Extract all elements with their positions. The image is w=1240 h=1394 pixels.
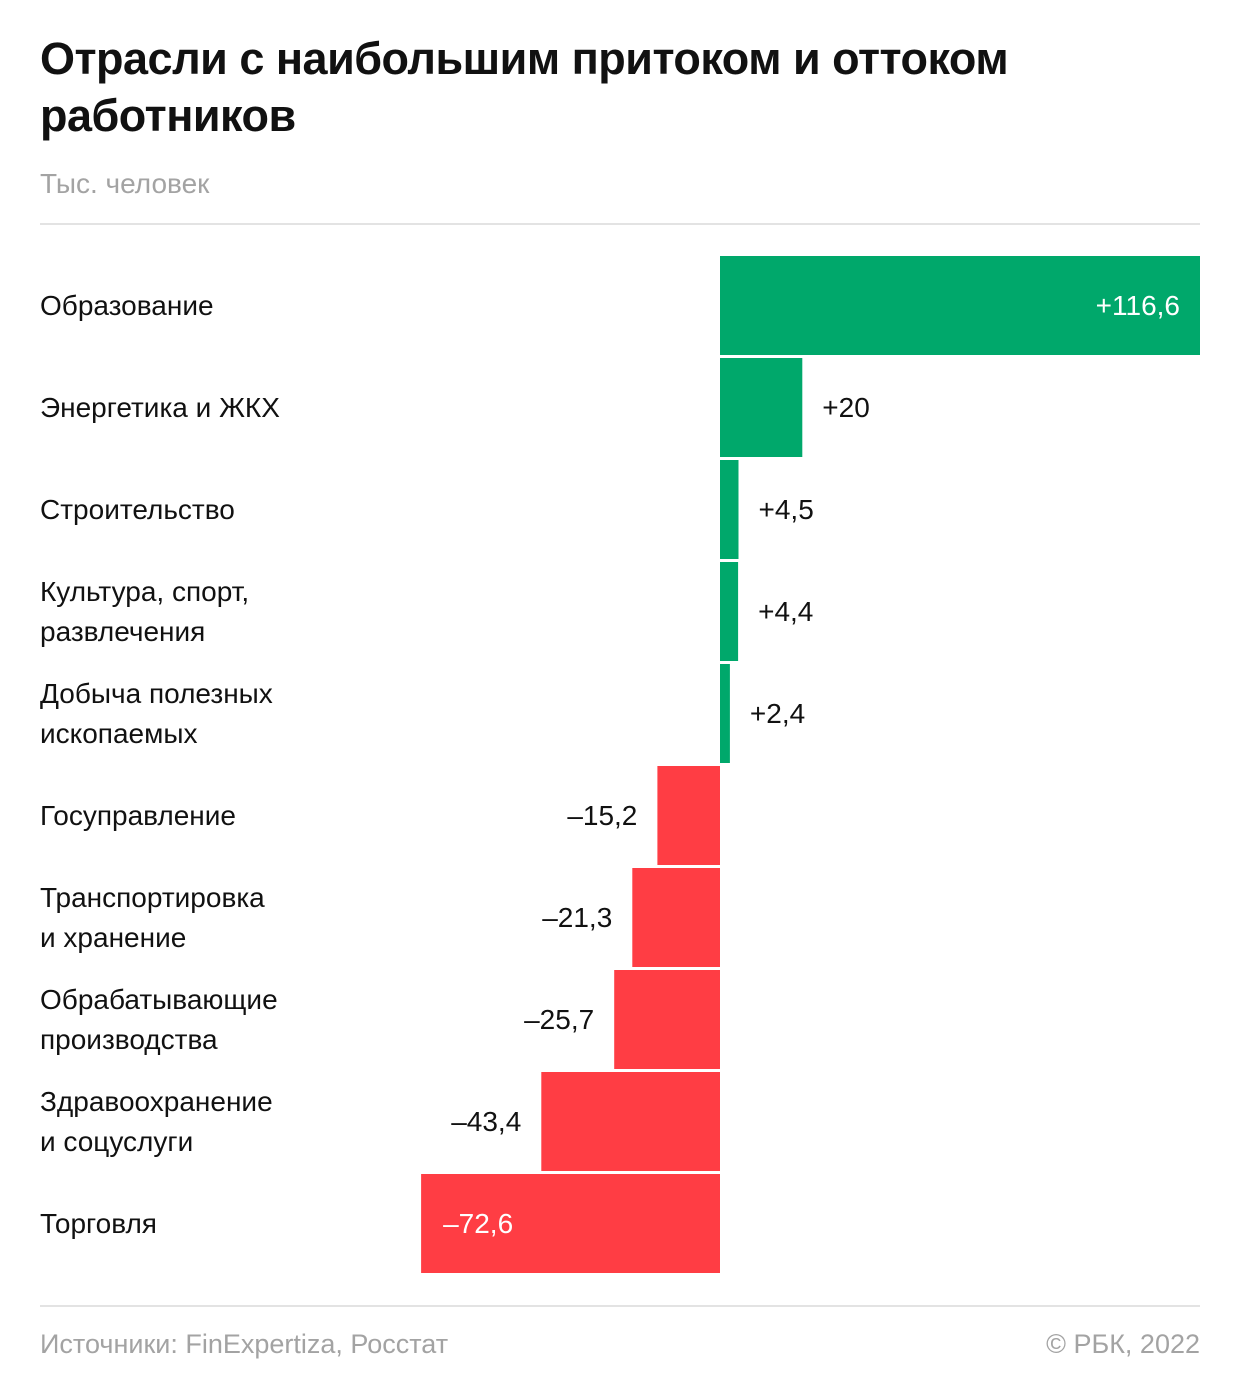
chart-title: Отрасли с наибольшим притоком и оттоком … [40,33,1009,141]
value-label-8: –25,7 [524,1004,594,1035]
category-label-10: Торговля [40,1208,157,1239]
value-label-1: +116,6 [1096,290,1180,321]
bar-7 [632,868,720,967]
bar-10 [421,1174,720,1273]
value-label-6: –15,2 [567,800,637,831]
category-label-1: Образование [40,290,214,321]
bar-2 [720,358,803,457]
value-label-7: –21,3 [542,902,612,933]
category-label-line: развлечения [40,616,205,647]
category-label-line: Строительство [40,494,235,525]
category-label-line: Энергетика и ЖКХ [40,392,280,423]
value-label-2: +20 [822,392,870,423]
category-label-line: Госуправление [40,800,236,831]
bar-3 [720,460,739,559]
bar-9 [541,1072,720,1171]
value-label-4: +4,4 [758,596,813,627]
category-label-7: Транспортировка и хранение [40,882,265,953]
category-label-8: Обрабатывающие производства [40,984,278,1055]
category-label-line: Обрабатывающие [40,984,278,1015]
category-label-line: Культура, спорт, [40,576,249,607]
category-label-line: Торговля [40,1208,157,1239]
category-label-line: и соцуслуги [40,1126,193,1157]
category-label-4: Культура, спорт, развлечения [40,576,249,647]
category-label-line: производства [40,1024,218,1055]
category-label-line: Образование [40,290,214,321]
category-label-line: Транспортировка [40,882,265,913]
category-label-line: Здравоохранение [40,1086,273,1117]
bar-4 [720,562,739,661]
category-label-6: Госуправление [40,800,236,831]
category-label-line: ископаемых [40,718,197,749]
copyright-note: © РБК, 2022 [1046,1329,1200,1359]
value-label-5: +2,4 [750,698,805,729]
value-label-9: –43,4 [451,1106,521,1137]
category-label-3: Строительство [40,494,235,525]
value-label-3: +4,5 [759,494,814,525]
category-label-line: и хранение [40,922,186,953]
category-label-line: Добыча полезных [40,678,273,709]
bar-6 [657,766,720,865]
bar-1 [720,256,1200,355]
bottom-divider [40,1305,1200,1307]
chart-subtitle: Тыс. человек [40,168,210,199]
source-note: Источники: FinExpertiza, Росстат [40,1329,449,1359]
category-label-2: Энергетика и ЖКХ [40,392,280,423]
top-divider [40,223,1200,225]
value-label-10: –72,6 [443,1208,513,1239]
bar-8 [614,970,720,1069]
category-label-5: Добыча полезных ископаемых [40,678,273,749]
bar-5 [720,664,730,763]
category-label-9: Здравоохранение и соцуслуги [40,1086,273,1157]
